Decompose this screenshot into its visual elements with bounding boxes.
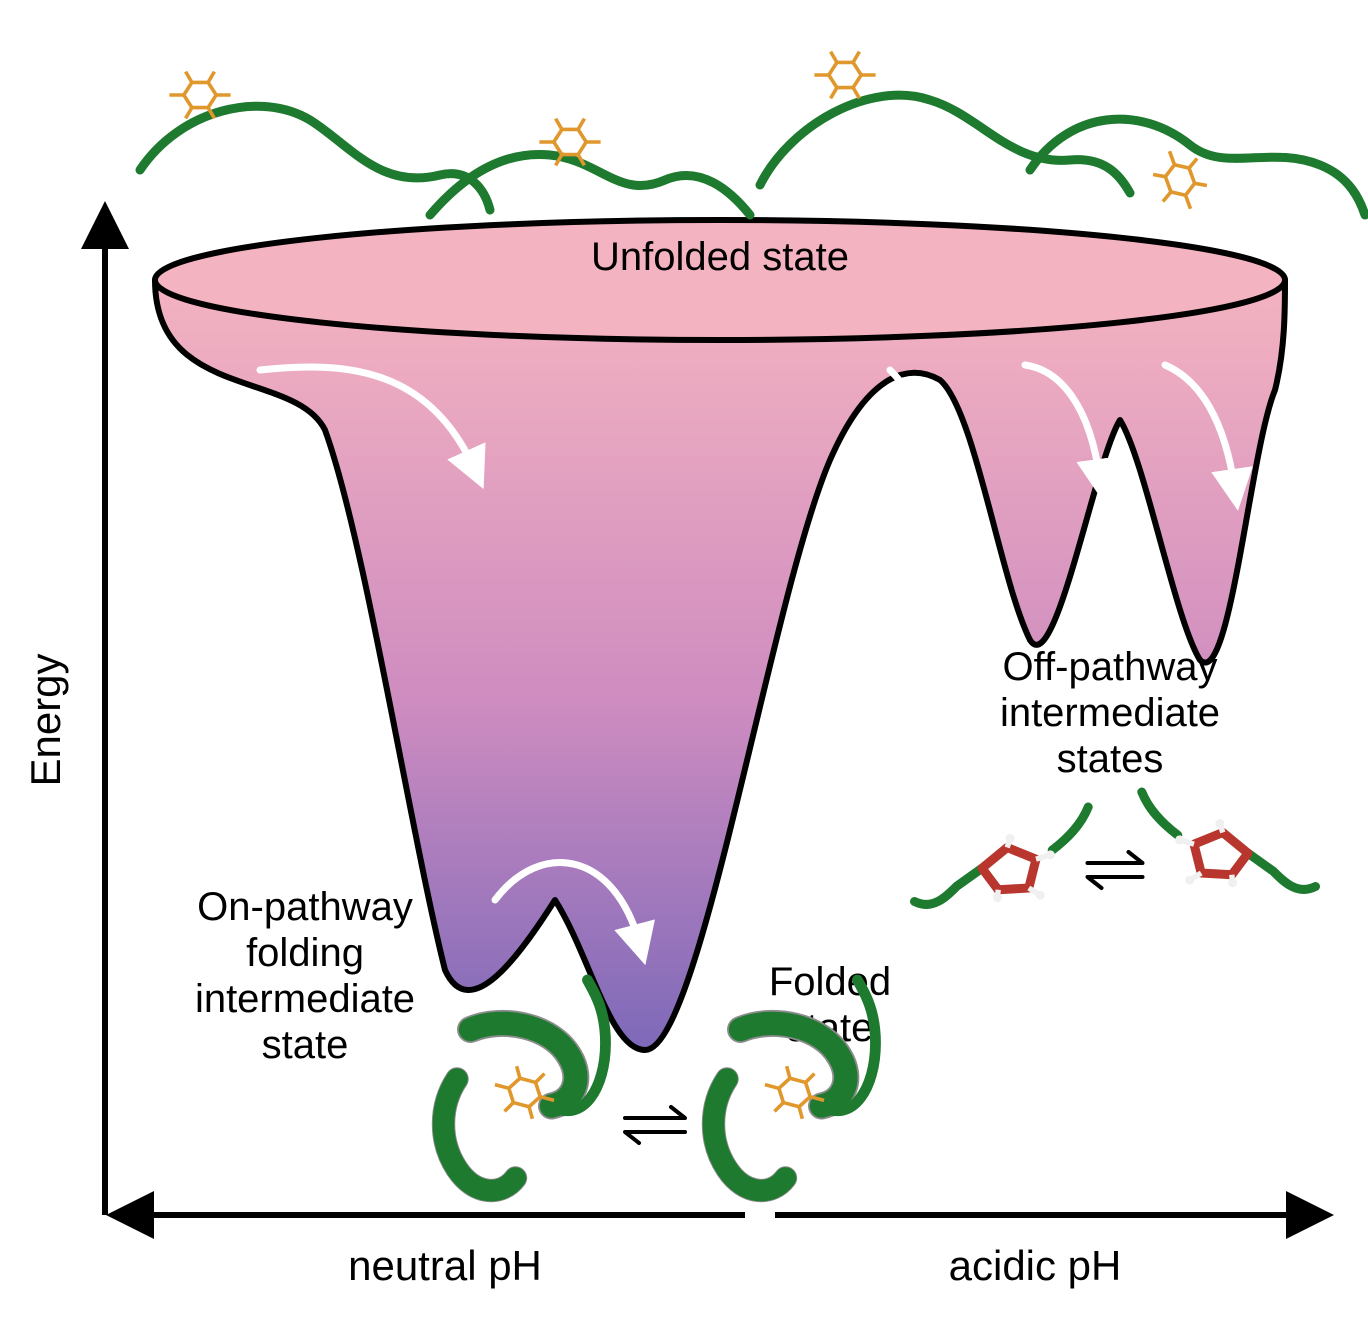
label-unfolded: Unfolded state: [591, 235, 849, 279]
svg-text:states: states: [1057, 737, 1164, 781]
svg-text:intermediate: intermediate: [195, 977, 415, 1021]
x-label-neutral: neutral pH: [348, 1242, 542, 1289]
x-label-acidic: acidic pH: [949, 1242, 1122, 1289]
svg-text:intermediate: intermediate: [1000, 691, 1220, 735]
svg-text:state: state: [262, 1023, 349, 1067]
svg-text:folding: folding: [246, 931, 364, 975]
svg-text:Off-pathway: Off-pathway: [1003, 645, 1218, 689]
svg-text:On-pathway: On-pathway: [197, 885, 413, 929]
svg-text:Folded: Folded: [769, 960, 891, 1004]
y-axis-label: Energy: [22, 653, 69, 786]
